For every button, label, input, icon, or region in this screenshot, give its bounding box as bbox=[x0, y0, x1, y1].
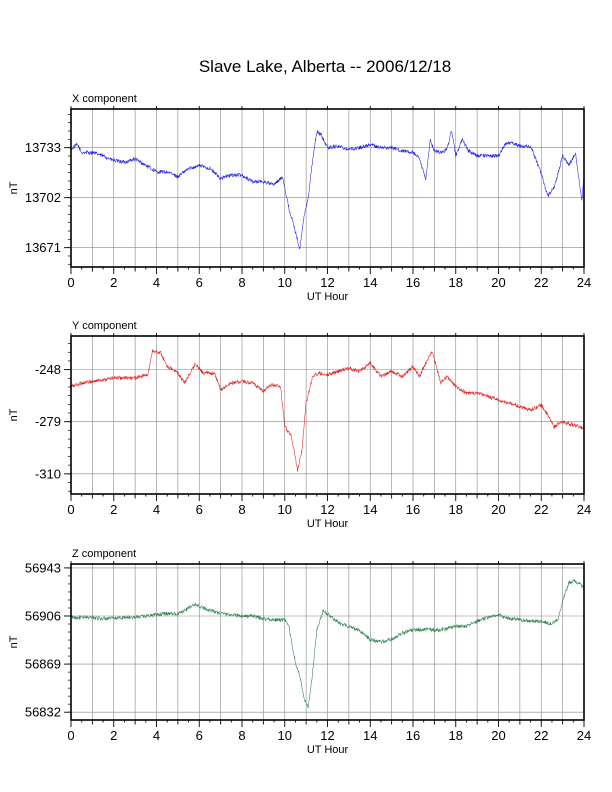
x-axis-label: UT Hour bbox=[307, 744, 349, 756]
x-tick-label: 4 bbox=[153, 502, 160, 517]
x-tick-label: 6 bbox=[196, 502, 203, 517]
x-tick-label: 22 bbox=[534, 728, 548, 743]
x-tick-label: 0 bbox=[67, 728, 74, 743]
x-tick-label: 18 bbox=[449, 728, 463, 743]
x-tick-label: 24 bbox=[577, 728, 591, 743]
series-line bbox=[70, 578, 585, 708]
x-tick-label: 16 bbox=[406, 275, 420, 290]
x-tick-label: 12 bbox=[320, 502, 334, 517]
x-tick-label: 0 bbox=[67, 275, 74, 290]
y-axis-label: nT bbox=[8, 181, 20, 194]
page-title: Slave Lake, Alberta -- 2006/12/18 bbox=[198, 57, 452, 76]
x-tick-label: 6 bbox=[196, 275, 203, 290]
x-tick-label: 14 bbox=[363, 728, 377, 743]
x-tick-label: 12 bbox=[320, 275, 334, 290]
y-tick-label: -248 bbox=[35, 362, 61, 377]
y-tick-label: -310 bbox=[35, 466, 61, 481]
y-tick-label: 56832 bbox=[25, 705, 61, 720]
x-tick-label: 22 bbox=[534, 502, 548, 517]
x-tick-label: 8 bbox=[238, 728, 245, 743]
x-tick-label: 16 bbox=[406, 728, 420, 743]
x-tick-label: 2 bbox=[110, 275, 117, 290]
y-axis-label: nT bbox=[8, 635, 20, 648]
x-tick-label: 8 bbox=[238, 275, 245, 290]
x-tick-label: 20 bbox=[491, 502, 505, 517]
x-tick-label: 10 bbox=[278, 728, 292, 743]
y-tick-label: 13733 bbox=[25, 140, 61, 155]
y-tick-label: 13702 bbox=[25, 190, 61, 205]
x-tick-label: 6 bbox=[196, 728, 203, 743]
x-tick-label: 8 bbox=[238, 502, 245, 517]
x-tick-label: 12 bbox=[320, 728, 334, 743]
x-tick-label: 24 bbox=[577, 502, 591, 517]
x-tick-label: 10 bbox=[278, 275, 292, 290]
panel-title: Z component bbox=[72, 548, 136, 560]
series-line bbox=[70, 349, 585, 472]
panel-title: X component bbox=[72, 93, 137, 105]
x-tick-label: 2 bbox=[110, 502, 117, 517]
panel-3: 0 2 4 6 8 10 12 14 16 18 20 22 245683256869569065694… bbox=[8, 548, 591, 756]
x-tick-label: 22 bbox=[534, 275, 548, 290]
y-tick-label: 56906 bbox=[25, 609, 61, 624]
x-tick-label: 16 bbox=[406, 502, 420, 517]
x-tick-label: 18 bbox=[449, 275, 463, 290]
y-tick-label: -279 bbox=[35, 414, 61, 429]
x-axis-label: UT Hour bbox=[307, 291, 349, 303]
x-tick-label: 24 bbox=[577, 275, 591, 290]
x-tick-label: 20 bbox=[491, 275, 505, 290]
x-tick-label: 14 bbox=[363, 502, 377, 517]
x-tick-label: 0 bbox=[67, 502, 74, 517]
x-tick-label: 4 bbox=[153, 275, 160, 290]
x-tick-label: 18 bbox=[449, 502, 463, 517]
series-line bbox=[70, 130, 585, 250]
x-tick-label: 14 bbox=[363, 275, 377, 290]
x-tick-label: 20 bbox=[491, 728, 505, 743]
x-axis-label: UT Hour bbox=[307, 518, 349, 530]
y-tick-label: 56943 bbox=[25, 560, 61, 575]
y-tick-label: 56869 bbox=[25, 657, 61, 672]
x-tick-label: 10 bbox=[278, 502, 292, 517]
panel-title: Y component bbox=[72, 320, 137, 332]
x-tick-label: 4 bbox=[153, 728, 160, 743]
y-tick-label: 13671 bbox=[25, 240, 61, 255]
y-axis-label: nT bbox=[8, 408, 20, 421]
x-tick-label: 2 bbox=[110, 728, 117, 743]
